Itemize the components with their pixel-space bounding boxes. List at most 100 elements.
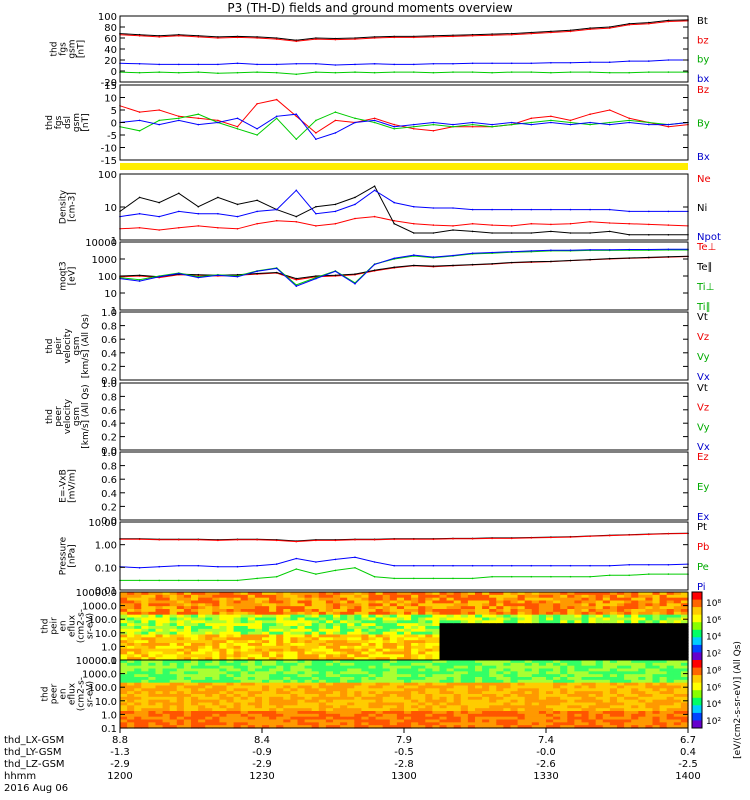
spectrogram-cell (617, 631, 625, 636)
spectrogram-cell (191, 640, 199, 644)
spectrogram-cell (659, 685, 668, 689)
spectrogram-cell (396, 674, 405, 678)
spectrogram-cell (475, 722, 483, 726)
spectrogram-cell (453, 611, 462, 616)
spectrogram-cell (212, 645, 220, 650)
spectrogram-cell (496, 699, 504, 704)
spectrogram-cell (226, 660, 235, 664)
spectrogram-cell (162, 702, 171, 706)
spectrogram-cell (120, 631, 128, 636)
spectrogram-cell (503, 640, 512, 644)
data-point (550, 223, 552, 226)
spectrogram-cell (538, 725, 547, 729)
spectrogram-cell (432, 634, 441, 638)
spectrogram-cell (361, 611, 370, 616)
spectrogram-cell (347, 611, 355, 616)
spectrogram-cell (368, 716, 377, 721)
spectrogram-cell (212, 657, 220, 661)
data-point (648, 71, 650, 73)
spectrogram-cell (489, 660, 497, 664)
spectrogram-cell (127, 657, 135, 661)
spectrogram-cell (276, 609, 284, 613)
spectrogram-cell (517, 628, 526, 633)
spectrogram-cell (546, 623, 554, 627)
spectrogram-cell (290, 614, 299, 619)
spectrogram-cell (453, 668, 462, 672)
spectrogram-cell (666, 626, 675, 630)
spectrogram-cell (538, 600, 547, 604)
spectrogram-cell (127, 592, 135, 596)
data-point (667, 255, 670, 258)
spectrogram-cell (652, 719, 661, 723)
spectrogram-cell (226, 708, 235, 712)
spectrogram-cell (418, 592, 426, 596)
spectrogram-cell (467, 626, 476, 630)
spectrogram-cell (148, 702, 157, 706)
legend-entry: Ez (697, 452, 709, 463)
spectrogram-cell (389, 679, 398, 684)
spectrogram-cell (389, 671, 398, 675)
spectrogram-cell (617, 614, 625, 619)
spectrogram-cell (496, 617, 504, 621)
spectrogram-cell (183, 634, 192, 638)
spectrogram-cell (453, 594, 462, 599)
spectrogram-cell (482, 674, 490, 678)
data-point (217, 565, 219, 568)
spectrogram-cell (141, 713, 149, 718)
spectrogram-cell (375, 626, 384, 630)
spectrogram-cell (418, 628, 426, 633)
spectrogram-cell (311, 665, 320, 670)
spectrogram-cell (276, 705, 284, 709)
spectrogram-cell (226, 696, 235, 701)
spectrogram-cell (134, 674, 142, 678)
spectrogram-cell (318, 665, 327, 670)
spectrogram-cell (581, 626, 590, 630)
spectrogram-cell (297, 708, 306, 712)
spectrogram-cell (517, 708, 526, 712)
spectrogram-cell (127, 648, 135, 653)
series-line-bx (119, 71, 688, 75)
spectrogram-cell (134, 696, 142, 701)
spectrogram-cell (127, 668, 135, 672)
spectrogram-cell (460, 620, 469, 624)
spectrogram-cell (212, 711, 220, 715)
spectrogram-cell (318, 600, 327, 604)
spectrogram-cell (290, 609, 299, 613)
x-tick-label: -0.0 (536, 747, 556, 758)
spectrogram-cell (297, 702, 306, 706)
spectrogram-cell (169, 637, 178, 641)
spectrogram-cell (659, 711, 668, 715)
spectrogram-cell (205, 600, 213, 604)
spectrogram-cell (659, 694, 668, 698)
spectrogram-cell (169, 651, 178, 655)
spectrogram-cell (333, 637, 341, 641)
spectrogram-cell (198, 628, 206, 633)
spectrogram-cell (325, 611, 334, 616)
spectrogram-cell (425, 708, 433, 712)
y-tick-label: 0.6 (101, 475, 117, 486)
spectrogram-cell (396, 603, 405, 607)
spectrogram-cell (254, 665, 263, 670)
data-point (315, 277, 317, 280)
spectrogram-cell (624, 702, 632, 706)
spectrogram-cell (411, 657, 419, 661)
spectrogram-cell (510, 651, 519, 655)
spectrogram-cell (581, 640, 590, 644)
spectrogram-cell (439, 648, 448, 653)
y-axis-title: thd (45, 409, 55, 424)
y-axis-title: peer (50, 683, 60, 704)
data-point (491, 71, 493, 74)
data-point (256, 272, 258, 275)
spectrogram-cell (396, 617, 405, 621)
spectrogram-cell (581, 631, 590, 636)
spectrogram-cell (553, 600, 561, 604)
spectrogram-cell (283, 600, 291, 604)
spectrogram-cell (396, 679, 405, 684)
spectrogram-cell (404, 648, 412, 653)
spectrogram-cell (318, 634, 327, 638)
spectrogram-cell (212, 651, 220, 655)
spectrogram-cell (482, 628, 490, 633)
series-line-By (119, 111, 689, 140)
spectrogram-cell (560, 708, 568, 712)
spectrogram-cell (588, 628, 597, 633)
